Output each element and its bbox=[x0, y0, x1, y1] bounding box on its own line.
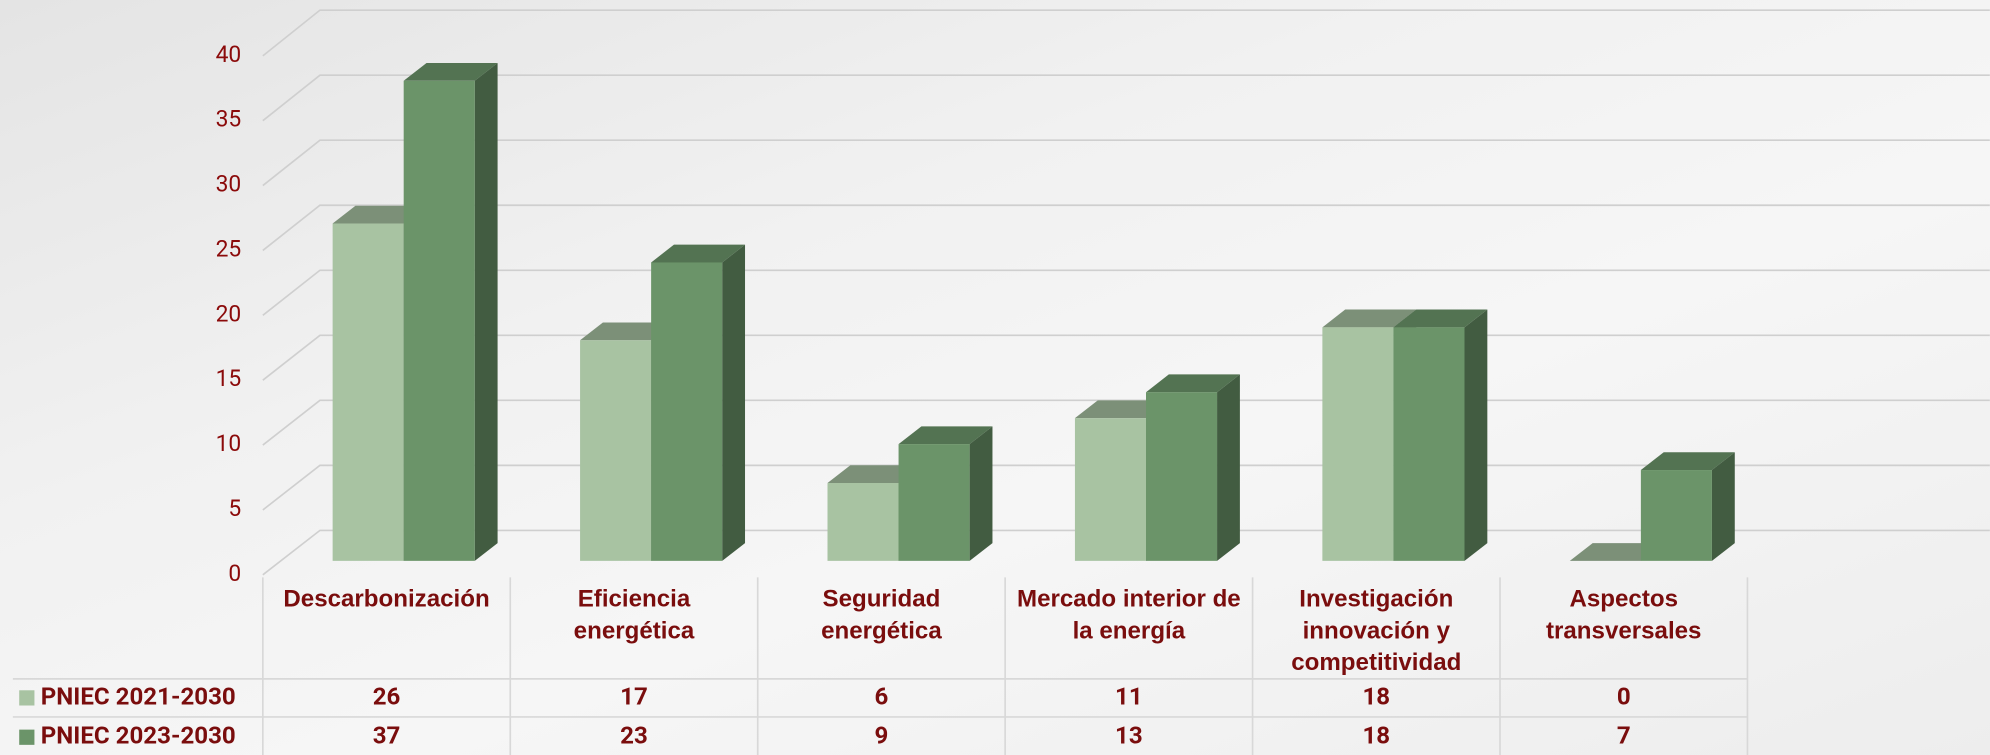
category-cell: Aspectos transversales bbox=[1510, 584, 1738, 680]
table-value: 23 bbox=[620, 722, 648, 750]
y-tick-label: 35 bbox=[216, 106, 242, 133]
bar bbox=[1393, 310, 1487, 561]
page: {"chart_data": {"type": "bar3d", "catego… bbox=[0, 0, 1990, 755]
bar-front bbox=[580, 340, 651, 561]
table-value: 26 bbox=[373, 682, 401, 710]
table-value: 13 bbox=[1115, 722, 1143, 750]
bar bbox=[1146, 374, 1240, 560]
table-value: 9 bbox=[875, 722, 889, 750]
x-tick-label: Investigación innovación y competitivida… bbox=[1262, 584, 1490, 679]
category-cell: Mercado interior de la energía bbox=[1015, 584, 1243, 680]
grid-line bbox=[263, 140, 1990, 185]
bar-front bbox=[1075, 418, 1146, 561]
bar-side bbox=[722, 245, 745, 561]
y-tick-label: 10 bbox=[216, 430, 242, 457]
bar bbox=[404, 63, 498, 561]
bar-front bbox=[404, 81, 475, 561]
category-cell: Seguridad energética bbox=[767, 584, 995, 680]
bar-front bbox=[1322, 327, 1393, 561]
bar bbox=[899, 426, 993, 561]
table-value: 7 bbox=[1617, 722, 1631, 750]
bar-side bbox=[1464, 310, 1487, 561]
bar-front bbox=[651, 262, 722, 560]
bar bbox=[1641, 452, 1735, 561]
y-tick-label: 25 bbox=[216, 235, 242, 262]
y-tick-label: 15 bbox=[216, 365, 242, 392]
bar-front bbox=[333, 224, 404, 561]
x-tick-label: Seguridad energética bbox=[767, 584, 995, 647]
grid-line bbox=[263, 270, 1990, 315]
table-value: 11 bbox=[1115, 682, 1143, 710]
table-value: 37 bbox=[373, 722, 401, 750]
table-value: 18 bbox=[1362, 682, 1390, 710]
x-tick-label: Aspectos transversales bbox=[1510, 584, 1738, 647]
bar-side bbox=[1217, 374, 1240, 560]
grid-line bbox=[263, 335, 1990, 380]
x-tick-label: Eficiencia energética bbox=[520, 584, 748, 647]
category-cell: Investigación innovación y competitivida… bbox=[1262, 584, 1490, 680]
table-value: 6 bbox=[875, 682, 889, 710]
bar-side bbox=[970, 426, 993, 561]
bar-front bbox=[1641, 470, 1712, 561]
bar-front bbox=[1393, 327, 1464, 561]
bar-front bbox=[828, 483, 899, 561]
table-value: 17 bbox=[620, 682, 648, 710]
grid-line bbox=[263, 205, 1990, 250]
bar bbox=[651, 245, 745, 561]
grid-line bbox=[263, 10, 1990, 56]
category-cell: Descarbonización bbox=[272, 584, 500, 680]
x-tick-label: Mercado interior de la energía bbox=[1015, 584, 1243, 647]
table-value: 18 bbox=[1362, 722, 1390, 750]
grid-line bbox=[263, 75, 1990, 121]
y-tick-label: 30 bbox=[216, 171, 242, 198]
category-cell: Eficiencia energética bbox=[520, 584, 748, 680]
bar-front bbox=[899, 444, 970, 561]
bar-side bbox=[1712, 452, 1735, 561]
legend-swatch bbox=[19, 690, 34, 705]
bar-front bbox=[1146, 392, 1217, 561]
y-tick-label: 20 bbox=[216, 300, 242, 327]
y-tick-label: 40 bbox=[216, 41, 242, 68]
bar-side bbox=[475, 63, 498, 561]
legend-label: PNIEC 2021-2030 bbox=[41, 682, 236, 710]
y-tick-label: 5 bbox=[228, 495, 241, 522]
chart: 0 5 10 15 20 25 30 35 40 Descarbonización Eficienc… bbox=[0, 0, 1990, 755]
y-tick-label: 0 bbox=[228, 560, 241, 587]
x-tick-label: Descarbonización bbox=[272, 584, 500, 616]
legend-swatch bbox=[19, 730, 34, 745]
table-value: 0 bbox=[1617, 682, 1631, 710]
legend-label: PNIEC 2023-2030 bbox=[41, 722, 236, 750]
